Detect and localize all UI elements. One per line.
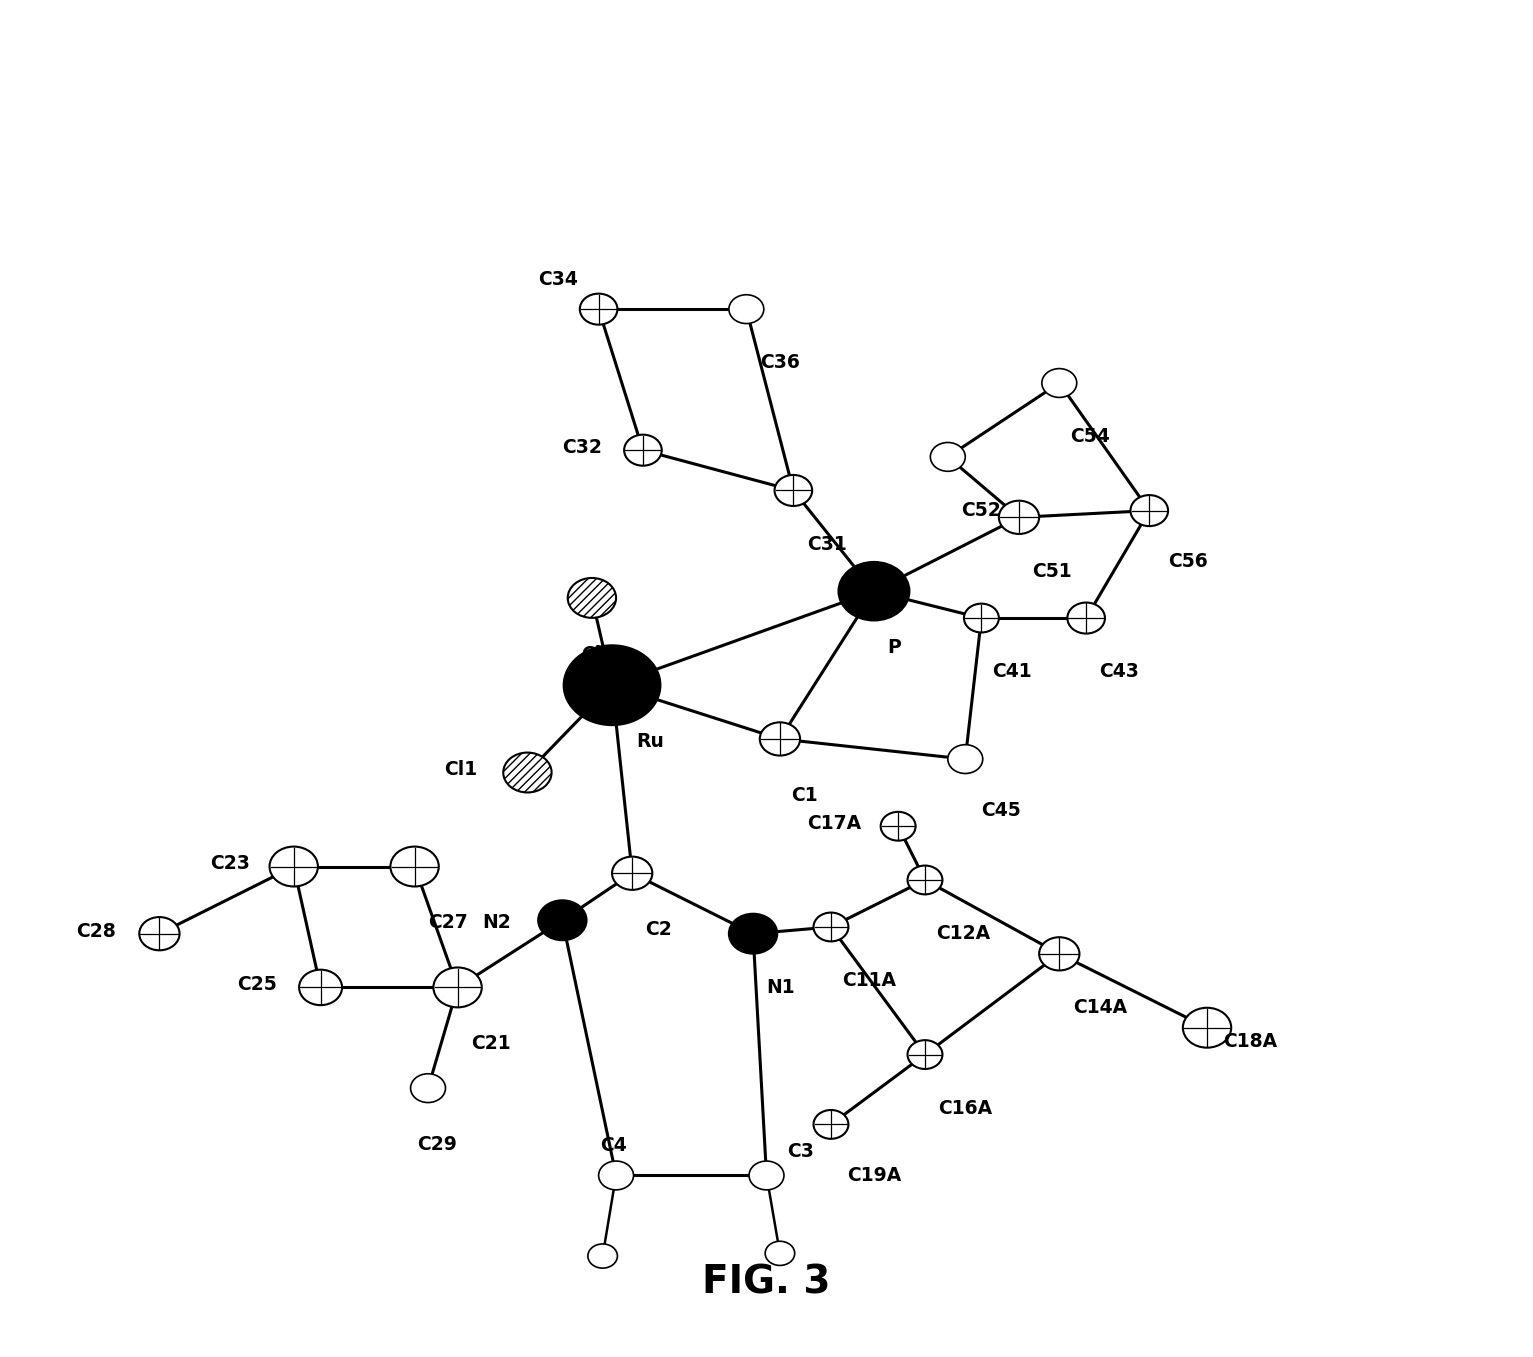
Text: C23: C23 xyxy=(210,855,250,874)
Text: C25: C25 xyxy=(238,976,277,995)
Ellipse shape xyxy=(947,745,983,773)
Ellipse shape xyxy=(750,1162,783,1190)
Text: Cl2: Cl2 xyxy=(581,645,615,664)
Text: C32: C32 xyxy=(563,438,602,457)
Text: C28: C28 xyxy=(77,921,117,940)
Text: C36: C36 xyxy=(760,353,800,372)
Text: Cl1: Cl1 xyxy=(445,760,477,779)
Ellipse shape xyxy=(587,1244,618,1269)
Ellipse shape xyxy=(728,913,777,954)
Text: C27: C27 xyxy=(428,913,468,932)
Ellipse shape xyxy=(564,646,661,725)
Ellipse shape xyxy=(140,917,179,950)
Ellipse shape xyxy=(1183,1008,1231,1048)
Text: C1: C1 xyxy=(791,786,817,805)
Ellipse shape xyxy=(391,847,438,886)
Ellipse shape xyxy=(908,866,943,894)
Ellipse shape xyxy=(598,1162,633,1190)
Text: C45: C45 xyxy=(981,801,1021,820)
Ellipse shape xyxy=(411,1073,446,1102)
Ellipse shape xyxy=(1039,938,1079,970)
Text: C41: C41 xyxy=(992,662,1032,681)
Text: C56: C56 xyxy=(1168,552,1208,571)
Ellipse shape xyxy=(964,604,1000,632)
Text: C34: C34 xyxy=(538,270,578,289)
Ellipse shape xyxy=(503,753,552,792)
Text: C2: C2 xyxy=(645,920,673,939)
Text: FIG. 3: FIG. 3 xyxy=(702,1263,831,1301)
Ellipse shape xyxy=(612,856,653,890)
Ellipse shape xyxy=(774,475,812,506)
Text: Ru: Ru xyxy=(636,733,664,752)
Ellipse shape xyxy=(814,912,848,942)
Ellipse shape xyxy=(1000,501,1039,533)
Ellipse shape xyxy=(624,434,662,465)
Ellipse shape xyxy=(814,1110,848,1139)
Ellipse shape xyxy=(839,562,909,620)
Text: C12A: C12A xyxy=(935,924,990,943)
Text: C51: C51 xyxy=(1032,562,1072,581)
Ellipse shape xyxy=(538,900,587,940)
Text: C31: C31 xyxy=(806,535,846,554)
Text: C17A: C17A xyxy=(806,814,862,833)
Text: C29: C29 xyxy=(417,1134,457,1153)
Ellipse shape xyxy=(880,811,915,840)
Text: N2: N2 xyxy=(481,913,510,932)
Ellipse shape xyxy=(579,293,618,324)
Text: C3: C3 xyxy=(786,1141,814,1160)
Text: C19A: C19A xyxy=(848,1166,901,1185)
Text: C52: C52 xyxy=(961,501,1001,520)
Ellipse shape xyxy=(299,970,342,1006)
Ellipse shape xyxy=(434,968,481,1007)
Text: C11A: C11A xyxy=(842,972,895,991)
Ellipse shape xyxy=(908,1041,943,1069)
Text: N1: N1 xyxy=(766,978,796,997)
Text: C18A: C18A xyxy=(1223,1031,1277,1050)
Ellipse shape xyxy=(728,294,763,323)
Ellipse shape xyxy=(270,847,317,886)
Text: P: P xyxy=(888,638,901,657)
Ellipse shape xyxy=(567,578,616,617)
Text: C4: C4 xyxy=(599,1136,627,1155)
Ellipse shape xyxy=(1042,369,1076,398)
Ellipse shape xyxy=(1130,495,1168,527)
Ellipse shape xyxy=(765,1242,794,1266)
Text: C54: C54 xyxy=(1070,427,1110,446)
Ellipse shape xyxy=(760,722,800,756)
Text: C16A: C16A xyxy=(938,1099,992,1118)
Ellipse shape xyxy=(1067,603,1105,634)
Text: C21: C21 xyxy=(471,1034,510,1053)
Text: C14A: C14A xyxy=(1073,997,1127,1016)
Ellipse shape xyxy=(931,442,966,471)
Text: C43: C43 xyxy=(1099,662,1139,681)
